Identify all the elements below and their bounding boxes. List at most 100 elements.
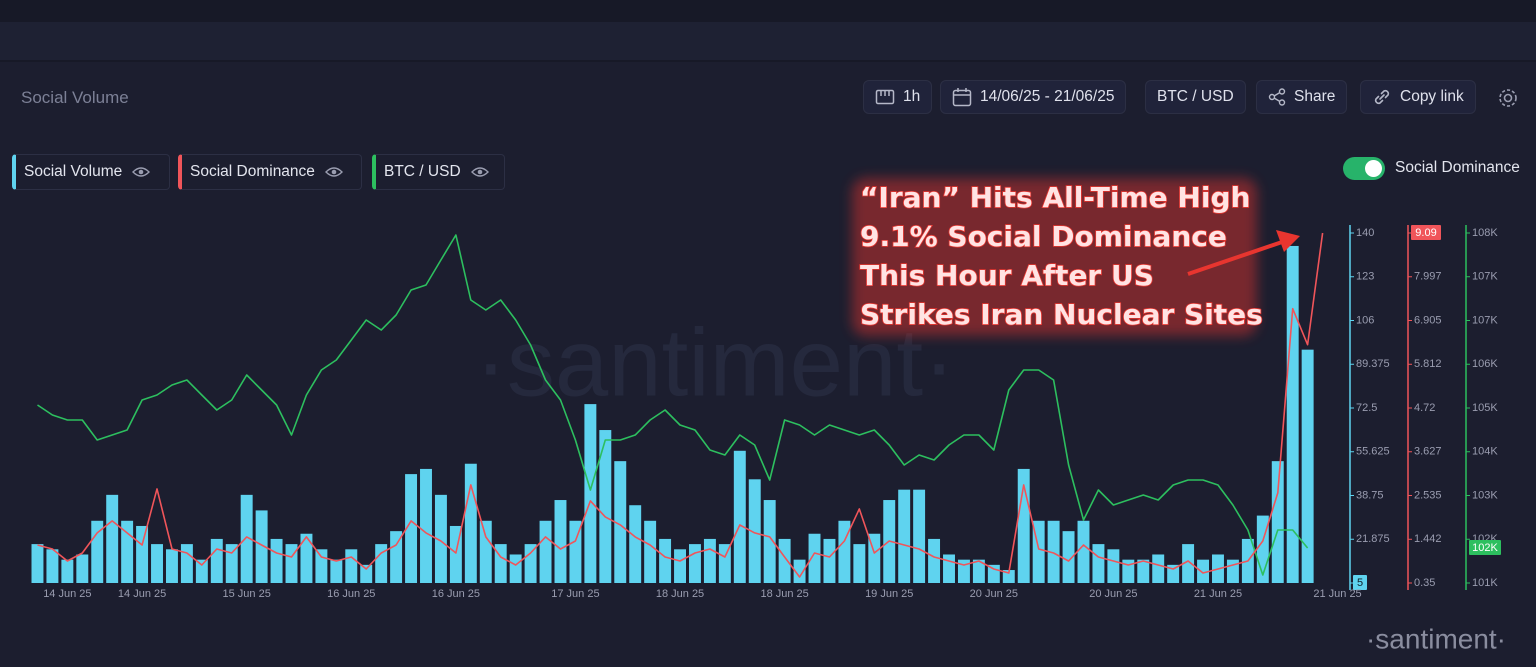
legend-chip[interactable]: Social Volume — [12, 154, 170, 190]
bar — [644, 520, 657, 583]
bar — [360, 564, 373, 583]
eye-icon — [470, 167, 489, 177]
y-tick-label: 0.35 — [1414, 577, 1435, 589]
bar — [449, 525, 462, 583]
bar — [1197, 559, 1210, 583]
bar — [390, 531, 403, 583]
bar — [106, 494, 119, 583]
toggle-switch[interactable] — [1343, 157, 1385, 180]
bar — [1017, 468, 1030, 583]
share-button[interactable]: Share — [1256, 80, 1348, 114]
bar — [136, 525, 149, 583]
bar — [1182, 544, 1195, 583]
annotation-glow — [852, 178, 1257, 336]
bar — [539, 520, 552, 583]
x-tick-label: 14 Jun 25 — [43, 588, 91, 600]
y-tick-label: 5.812 — [1414, 358, 1442, 370]
line — [37, 234, 1309, 576]
settings-icon[interactable] — [1497, 87, 1519, 109]
x-tick-label: 20 Jun 25 — [1089, 588, 1137, 600]
bar — [778, 538, 791, 583]
bar — [898, 489, 911, 583]
date-range-button[interactable]: 14/06/25 - 21/06/25 — [940, 80, 1127, 114]
bar — [554, 500, 567, 583]
bar — [569, 520, 582, 583]
bar — [1226, 559, 1239, 583]
y-tick-label: 140 — [1356, 227, 1374, 239]
interval-button[interactable]: 1h — [863, 80, 933, 114]
bar — [165, 549, 178, 583]
bar — [91, 520, 104, 583]
x-tick-label: 21 Jun 25 — [1313, 588, 1361, 600]
bar — [345, 549, 358, 583]
bar — [1152, 554, 1165, 583]
y-tick-label: 7.997 — [1414, 271, 1442, 283]
bar — [1047, 520, 1060, 583]
toggle-label: Social Dominance — [1395, 159, 1520, 176]
annotation-line: Strikes Iran Nuclear Sites — [860, 298, 1263, 331]
legend-label: BTC / USD — [384, 163, 461, 180]
bar — [1032, 520, 1045, 583]
annotation: “Iran” Hits All-Time High 9.1% Social Dom… — [852, 178, 1300, 336]
y-tick-label: 2.535 — [1414, 489, 1442, 501]
copy-link-button[interactable]: Copy link — [1360, 80, 1476, 114]
bar — [1092, 544, 1105, 583]
bar — [1062, 531, 1075, 583]
bar — [76, 554, 89, 583]
bar — [808, 533, 821, 583]
bar — [674, 549, 686, 583]
bar — [584, 404, 597, 583]
bar — [1137, 559, 1150, 583]
bar — [629, 505, 642, 583]
bar — [913, 489, 926, 583]
legend-chip[interactable]: Social Dominance — [178, 154, 362, 190]
share-icon — [1268, 88, 1286, 106]
logo: ·santiment· — [1366, 623, 1506, 654]
pair-button[interactable]: BTC / USD — [1145, 80, 1246, 114]
bar — [31, 544, 44, 583]
bar — [270, 538, 283, 583]
y-tick-label: 6.905 — [1414, 314, 1442, 326]
y-tick-label: 9.09 — [1415, 227, 1436, 239]
bar — [943, 554, 955, 583]
bar — [1002, 570, 1015, 583]
x-tick-label: 19 Jun 25 — [865, 588, 913, 600]
bar — [718, 544, 731, 583]
annotation-arrow — [1187, 238, 1289, 276]
bar — [315, 549, 328, 583]
y-tick-label: 107K — [1472, 271, 1498, 283]
y-tick-label: 106K — [1472, 358, 1498, 370]
y-tick-label: 101K — [1472, 577, 1498, 589]
x-tick-label: 18 Jun 25 — [656, 588, 704, 600]
x-tick-label: 15 Jun 25 — [223, 588, 271, 600]
value-badge — [1469, 540, 1501, 555]
bar — [285, 544, 298, 583]
bar — [1286, 245, 1299, 584]
y-tick-label: 123 — [1356, 271, 1374, 283]
value-badge-label: 102K — [1472, 542, 1498, 554]
bar — [405, 474, 418, 583]
bar — [748, 479, 761, 583]
bar — [868, 533, 881, 583]
x-tick-label: 14 Jun 25 — [118, 588, 166, 600]
x-tick-label: 17 Jun 25 — [551, 588, 599, 600]
bar — [225, 544, 238, 583]
calendar-icon — [952, 88, 972, 107]
bar — [763, 500, 776, 583]
y-tick-label: 106 — [1356, 314, 1374, 326]
eye-icon — [132, 167, 151, 177]
bar — [1271, 461, 1284, 583]
legend-chip[interactable]: BTC / USD — [372, 154, 505, 190]
bar — [838, 520, 851, 583]
bar — [1077, 520, 1090, 583]
line — [37, 232, 1324, 578]
y-tick-label: 104K — [1472, 446, 1498, 458]
share-label: Share — [1294, 88, 1336, 105]
bar — [151, 544, 163, 583]
bar — [121, 520, 134, 583]
y-tick-label: 5 — [1357, 577, 1363, 589]
bar — [793, 559, 806, 583]
bar — [1301, 349, 1314, 583]
